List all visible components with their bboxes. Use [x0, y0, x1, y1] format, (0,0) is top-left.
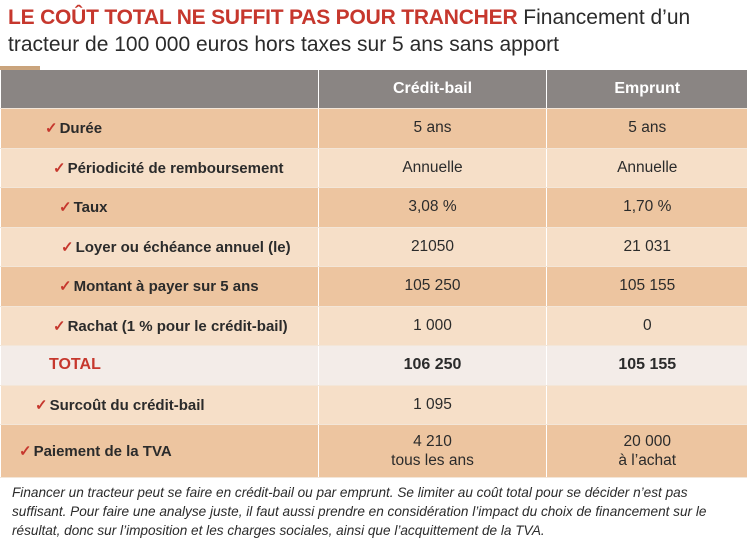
- total-row: TOTAL 106 250 105 155: [0, 345, 747, 386]
- header-credit-bail: Crédit-bail: [318, 70, 547, 109]
- row-label: ✓ Montant à payer sur 5 ans: [0, 266, 319, 307]
- tva-row: ✓ Paiement de la TVA 4 210 tous les ans 20…: [0, 424, 747, 478]
- table-row: ✓ Loyer ou échéance annuel (le) 21050 21 …: [0, 227, 747, 267]
- cell-emprunt: Annuelle: [546, 148, 747, 188]
- table-row: ✓ Taux 3,08 % 1,70 %: [0, 187, 747, 228]
- check-icon: ✓: [61, 238, 74, 256]
- check-icon: ✓: [45, 120, 58, 138]
- row-label: ✓ Périodicité de remboursement: [0, 148, 319, 188]
- row-label: ✓ Loyer ou échéance annuel (le): [0, 227, 319, 267]
- row-label: ✓ Taux: [0, 187, 319, 228]
- cell-emprunt: 0: [546, 306, 747, 346]
- title-highlight: LE COÛT TOTAL NE SUFFIT PAS POUR TRANCHE…: [8, 6, 518, 29]
- row-label: ✓ Durée: [0, 108, 319, 149]
- cell-emprunt: 105 155: [546, 266, 747, 307]
- cell-credit-bail: 1 095: [318, 385, 547, 425]
- check-icon: ✓: [53, 317, 66, 335]
- table-header-row: Crédit-bail Emprunt: [0, 70, 747, 109]
- table-row: ✓ Montant à payer sur 5 ans 105 250 105 1…: [0, 266, 747, 307]
- total-label: TOTAL: [0, 345, 319, 386]
- cell-credit-bail: 105 250: [318, 266, 547, 307]
- cell-credit-bail: 4 210 tous les ans: [318, 424, 547, 478]
- table-row: ✓ Rachat (1 % pour le crédit-bail) 1 000 …: [0, 306, 747, 346]
- table-row: ✓ Durée 5 ans 5 ans: [0, 108, 747, 149]
- cell-credit-bail: 5 ans: [318, 108, 547, 149]
- title-rest: Financement d’un tracteur de 100 000 eur…: [8, 6, 691, 56]
- check-icon: ✓: [19, 443, 32, 460]
- cell-emprunt: 20 000 à l’achat: [546, 424, 747, 478]
- row-label: ✓ Paiement de la TVA: [0, 424, 319, 478]
- cell-credit-bail: 3,08 %: [318, 187, 547, 228]
- header-emprunt: Emprunt: [546, 70, 747, 109]
- header-corner: [0, 70, 319, 109]
- total-credit-bail: 106 250: [318, 345, 547, 386]
- cell-credit-bail: 1 000: [318, 306, 547, 346]
- check-icon: ✓: [59, 278, 72, 296]
- surcout-row: ✓ Surcoût du crédit-bail 1 095: [0, 385, 747, 425]
- check-icon: ✓: [53, 159, 66, 177]
- cell-emprunt: 1,70 %: [546, 187, 747, 228]
- cell-emprunt: 21 031: [546, 227, 747, 267]
- cell-emprunt: [546, 385, 747, 425]
- check-icon: ✓: [59, 199, 72, 217]
- table-row: ✓ Périodicité de remboursement Annuelle A…: [0, 148, 747, 188]
- cell-credit-bail: Annuelle: [318, 148, 547, 188]
- caption-text: Financer un tracteur peut se faire en cr…: [12, 485, 707, 538]
- cell-emprunt: 5 ans: [546, 108, 747, 149]
- page-title: LE COÛT TOTAL NE SUFFIT PAS POUR TRANCHE…: [8, 4, 743, 58]
- check-icon: ✓: [35, 396, 48, 414]
- cell-credit-bail: 21050: [318, 227, 547, 267]
- row-label: ✓ Surcoût du crédit-bail: [0, 385, 319, 425]
- total-emprunt: 105 155: [546, 345, 747, 386]
- row-label: ✓ Rachat (1 % pour le crédit-bail): [0, 306, 319, 346]
- financing-table: Crédit-bail Emprunt ✓ Durée 5 ans 5 ans ✓…: [0, 70, 747, 478]
